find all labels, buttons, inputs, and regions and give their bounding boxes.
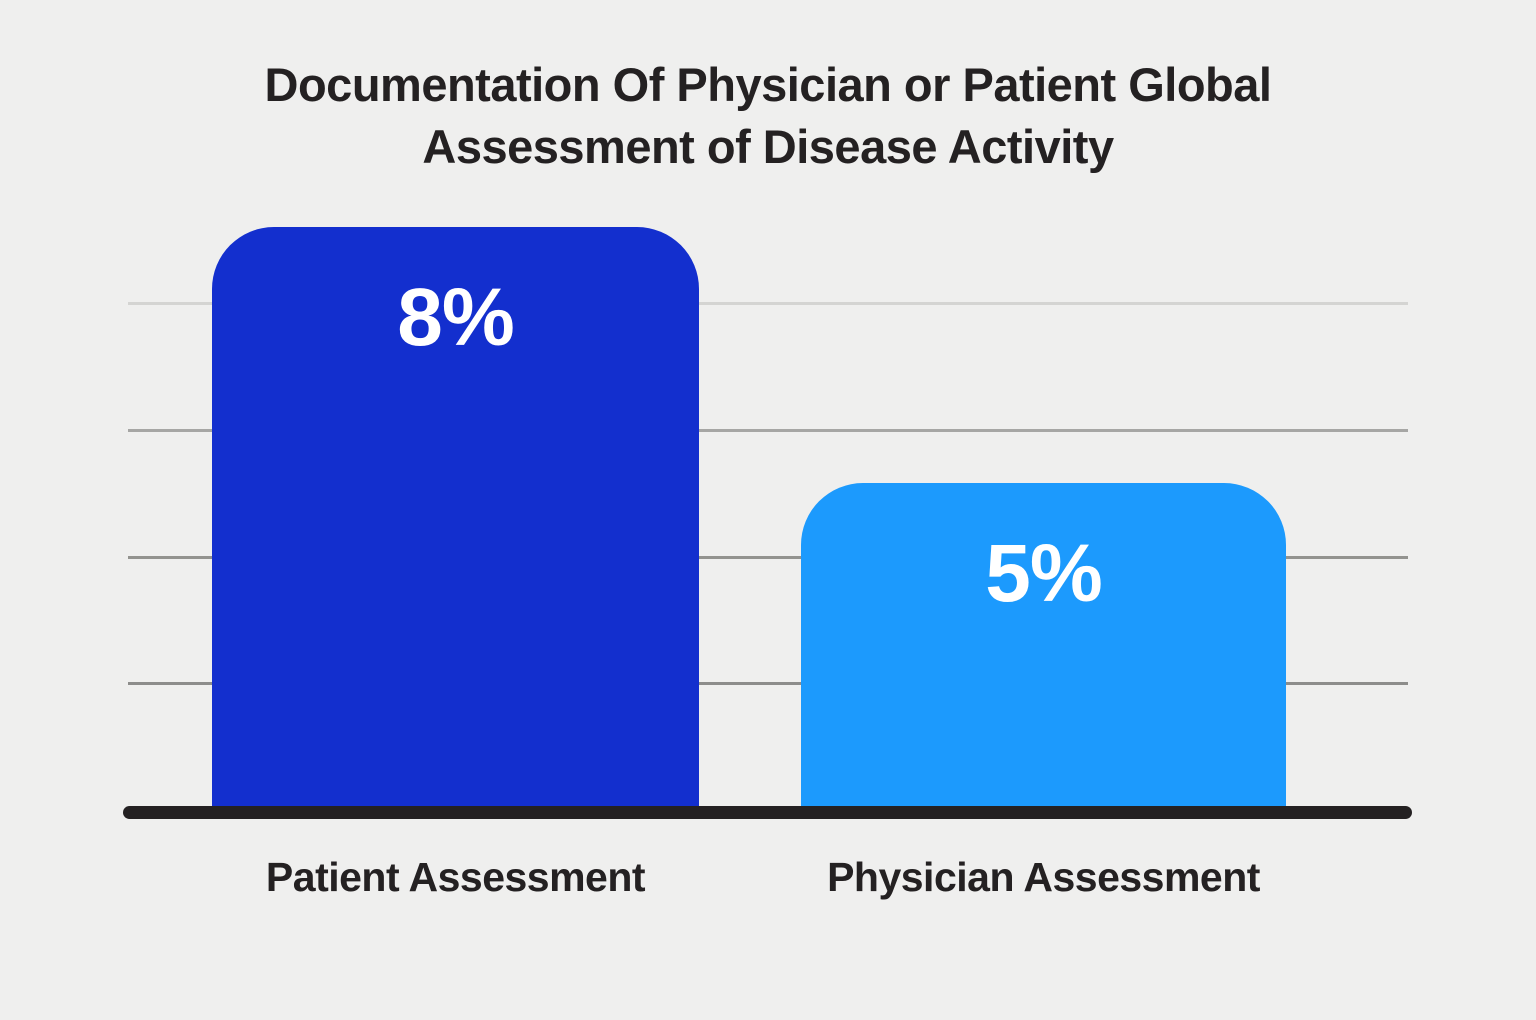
- bar-patient-assessment: 8%: [212, 227, 699, 806]
- bar-value-label: 8%: [397, 272, 515, 363]
- bar-value-label: 5%: [985, 528, 1103, 619]
- chart-title: Documentation Of Physician or Patient Gl…: [0, 54, 1536, 178]
- gridline: [128, 429, 1408, 432]
- gridline: [128, 682, 1408, 685]
- gridline: [128, 556, 1408, 559]
- x-axis-line: [123, 806, 1412, 819]
- chart-title-line-1: Documentation Of Physician or Patient Gl…: [264, 58, 1272, 111]
- category-label-physician-assessment: Physician Assessment: [827, 854, 1260, 900]
- chart-title-line-2: Assessment of Disease Activity: [422, 120, 1114, 173]
- bar-physician-assessment: 5%: [801, 483, 1286, 806]
- gridline: [128, 302, 1408, 305]
- category-label-patient-assessment: Patient Assessment: [265, 854, 646, 900]
